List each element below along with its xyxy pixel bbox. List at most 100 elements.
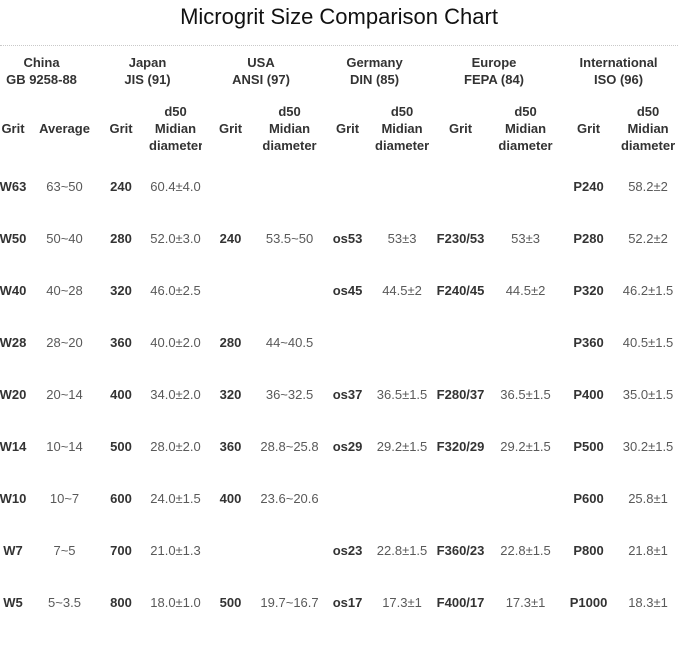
value-cell: 50~40 [46, 230, 83, 246]
grit-cell: P240 [573, 178, 604, 194]
column-header-grit: Grit [448, 120, 473, 136]
value-cell: 29.2±1.5 [376, 438, 428, 454]
value-cell: 29.2±1.5 [500, 438, 551, 454]
value-cell: 53±3 [387, 230, 417, 246]
standard-group-row: China GB 9258-88 Japan JIS (91) USA ANSI… [0, 46, 678, 96]
grit-cell [202, 264, 259, 316]
grit-cell: W5 [3, 594, 23, 610]
value-cell: 24.0±1.5 [150, 490, 201, 506]
value-cell: 10~14 [46, 438, 83, 454]
column-header-d50: d50 Midian diameter [498, 103, 553, 153]
group-header-usa: USA ANSI (97) [202, 46, 320, 96]
grit-cell: 240 [219, 230, 242, 246]
grit-cell [320, 472, 375, 524]
grit-cell [429, 160, 492, 212]
grit-cell: P500 [573, 438, 604, 454]
value-cell [375, 472, 429, 524]
grit-cell: W10 [0, 490, 27, 506]
grit-cell [320, 160, 375, 212]
table-row: W63 63~50 240 60.4±4.0 P240 58.2±2 [0, 160, 678, 212]
group-region: Europe [471, 55, 517, 70]
grit-cell [202, 160, 259, 212]
microgrit-comparison-table: China GB 9258-88 Japan JIS (91) USA ANSI… [0, 46, 678, 628]
grit-cell: 700 [110, 542, 132, 558]
value-cell: 36.5±1.5 [500, 386, 551, 402]
value-cell: 58.2±2 [628, 178, 668, 194]
value-cell: 63~50 [46, 178, 83, 194]
group-region: China [23, 55, 60, 70]
value-cell: 21.8±1 [628, 542, 668, 558]
value-cell [259, 524, 320, 576]
grit-cell: 280 [219, 334, 242, 350]
value-cell [492, 160, 559, 212]
grit-cell: P320 [573, 282, 604, 298]
group-header-china: China GB 9258-88 [0, 46, 93, 96]
group-region: Germany [346, 55, 403, 70]
grit-cell: 500 [219, 594, 242, 610]
grit-cell: W7 [3, 542, 23, 558]
grit-cell: os29 [332, 438, 363, 454]
value-cell: 44.5±2 [382, 282, 422, 298]
column-header-d50: d50 Midian diameter [262, 103, 317, 153]
grit-cell: 500 [110, 438, 132, 454]
grit-cell [429, 316, 492, 368]
value-cell: 22.8±1.5 [500, 542, 551, 558]
grit-cell: os45 [332, 282, 363, 298]
grit-cell: P1000 [569, 594, 608, 610]
column-header-grit: Grit [218, 120, 243, 136]
value-cell: 21.0±1.3 [150, 542, 201, 558]
column-header-d50: d50 Midian diameter [620, 103, 676, 153]
value-cell: 19.7~16.7 [260, 594, 319, 610]
grit-cell: 400 [219, 490, 242, 506]
grit-cell: W28 [0, 334, 27, 350]
grit-cell: 320 [219, 386, 242, 402]
grit-cell: os17 [332, 594, 363, 610]
group-region: International [579, 55, 658, 70]
value-cell [375, 160, 429, 212]
column-header-grit: Grit [576, 120, 601, 136]
value-cell: 22.8±1.5 [376, 542, 428, 558]
value-cell: 40~28 [46, 282, 83, 298]
table-row: W7 7~5 700 21.0±1.3 os23 22.8±1.5 F360/23 22.8±… [0, 524, 678, 576]
value-cell: 34.0±2.0 [150, 386, 201, 402]
group-header-japan: Japan JIS (91) [93, 46, 202, 96]
value-cell: 10~7 [49, 490, 80, 506]
group-header-europe: Europe FEPA (84) [429, 46, 559, 96]
value-cell: 25.8±1 [628, 490, 668, 506]
value-cell: 53.5~50 [265, 230, 314, 246]
value-cell: 52.0±3.0 [150, 230, 201, 246]
value-cell: 44.5±2 [505, 282, 546, 298]
grit-cell: 800 [110, 594, 132, 610]
value-cell: 28.8~25.8 [260, 438, 319, 454]
group-header-international: International ISO (96) [559, 46, 678, 96]
value-cell: 20~14 [46, 386, 83, 402]
grit-cell: P600 [573, 490, 604, 506]
grit-cell [202, 524, 259, 576]
grit-cell: F280/37 [436, 386, 485, 402]
value-cell: 17.3±1 [505, 594, 546, 610]
grit-cell: P360 [573, 334, 604, 350]
table-row: W28 28~20 360 40.0±2.0 280 44~40.5 P360 40.5±1.… [0, 316, 678, 368]
table-row: W5 5~3.5 800 18.0±1.0 500 19.7~16.7 os17 17.3±1… [0, 576, 678, 628]
page-title: Microgrit Size Comparison Chart [180, 4, 498, 29]
value-cell: 7~5 [53, 542, 76, 558]
title-divider [0, 45, 678, 46]
group-header-germany: Germany DIN (85) [320, 46, 429, 96]
grit-cell: os53 [332, 230, 363, 246]
value-cell: 52.2±2 [628, 230, 668, 246]
value-cell: 30.2±1.5 [622, 438, 674, 454]
group-standard: GB 9258-88 [6, 72, 77, 87]
grit-cell: F400/17 [436, 594, 485, 610]
column-header-grit: Grit [109, 120, 133, 136]
table-row: W20 20~14 400 34.0±2.0 320 36~32.5 os37 36.5±1.… [0, 368, 678, 420]
table-row: W50 50~40 280 52.0±3.0 240 53.5~50 os53 53±3 F23… [0, 212, 678, 264]
group-region: Japan [128, 55, 167, 70]
value-cell: 28.0±2.0 [150, 438, 201, 454]
group-standard: FEPA (84) [464, 72, 525, 87]
grit-cell [320, 316, 375, 368]
group-standard: JIS (91) [124, 72, 171, 87]
group-standard: ISO (96) [593, 72, 644, 87]
table-body: W63 63~50 240 60.4±4.0 P240 58.2±2 W50 50~40 280… [0, 160, 678, 628]
grit-cell: 240 [110, 178, 132, 194]
grit-cell: W14 [0, 438, 27, 454]
